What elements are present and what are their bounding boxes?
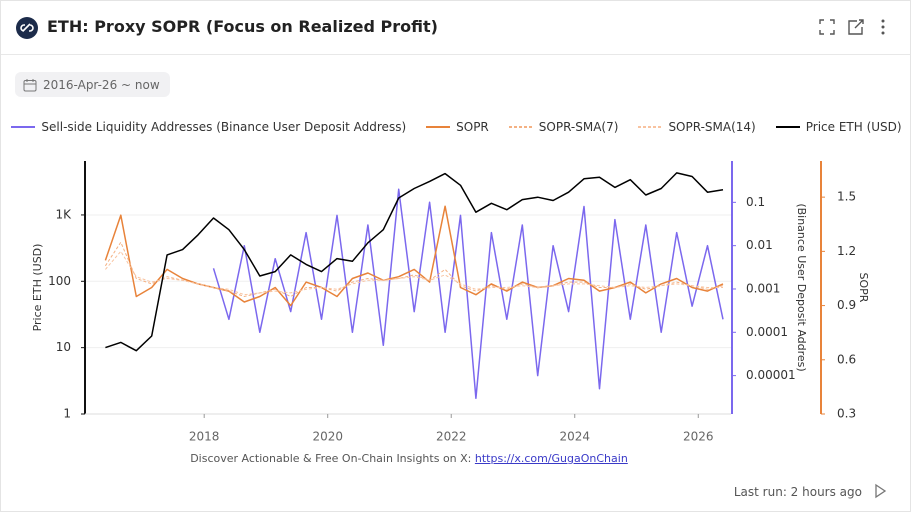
legend-item[interactable]: SOPR <box>426 120 489 134</box>
y3-tick-label: 1.2 <box>837 244 856 258</box>
footer-link[interactable]: https://x.com/GugaOnChain <box>474 452 628 465</box>
run-button[interactable] <box>872 483 888 499</box>
x-tick-label: 2020 <box>312 430 343 444</box>
y3-tick-label: 0.9 <box>837 298 856 312</box>
date-filter[interactable]: 2016-Apr-26 ~ now <box>15 72 170 97</box>
y-tick-label: 10 <box>56 340 71 354</box>
calendar-icon <box>23 78 37 91</box>
footer-note: Discover Actionable & Free On-Chain Insi… <box>190 452 472 465</box>
y3-tick-label: 0.6 <box>837 352 856 366</box>
title: ETH: Proxy SOPR (Focus on Realized Profi… <box>47 17 438 36</box>
legend-item[interactable]: SOPR-SMA(14) <box>638 120 756 134</box>
header: ETH: Proxy SOPR (Focus on Realized Profi… <box>1 1 910 55</box>
date-range: 2016-Apr-26 ~ now <box>43 77 160 92</box>
legend-swatch <box>11 126 36 128</box>
legend-swatch <box>426 126 451 128</box>
open-button[interactable] <box>848 19 864 35</box>
series-line <box>105 172 724 352</box>
y2-tick-label: 0.0001 <box>746 325 788 339</box>
legend-item[interactable]: Price ETH (USD) <box>775 120 902 134</box>
x-tick-label: 2026 <box>683 430 714 444</box>
legend-swatch <box>508 126 533 128</box>
y-axis-title: Price ETH (USD) <box>31 244 44 332</box>
y3-axis-title: SOPR <box>857 273 870 303</box>
chart: 1 10 100 1K Price ETH (USD) 0.1 0.01 0.001 0.000… <box>31 161 870 444</box>
legend-swatch <box>638 126 663 128</box>
legend-item[interactable]: SOPR-SMA(7) <box>508 120 619 134</box>
series-line <box>104 241 724 297</box>
header-actions <box>819 19 885 35</box>
menu-button[interactable] <box>881 19 885 35</box>
legend: Sell-side Liquidity Addresses (Binance U… <box>1 120 911 134</box>
expand-button[interactable] <box>819 19 835 35</box>
y2-axis-title: (Binance User Deposit Addres) <box>795 203 808 371</box>
logo <box>16 17 38 39</box>
last-run: Last run: 2 hours ago <box>733 485 862 499</box>
series-line <box>212 188 724 400</box>
legend-label: SOPR <box>456 120 489 134</box>
x-tick-label: 2024 <box>559 430 590 444</box>
legend-label: Price ETH (USD) <box>805 120 902 134</box>
legend-label: SOPR-SMA(14) <box>668 120 756 134</box>
x-tick-label: 2018 <box>189 430 220 444</box>
legend-item[interactable]: Sell-side Liquidity Addresses (Binance U… <box>11 120 406 134</box>
legend-label: Sell-side Liquidity Addresses (Binance U… <box>41 120 407 134</box>
y2-tick-label: 0.00001 <box>746 368 796 382</box>
legend-label: SOPR-SMA(7) <box>538 120 619 134</box>
x-tick-label: 2022 <box>436 430 467 444</box>
legend-swatch <box>775 126 800 128</box>
series-line <box>105 250 723 296</box>
y2-tick-label: 0.001 <box>746 281 780 295</box>
y3-tick-label: 1.5 <box>837 190 856 204</box>
y2-tick-label: 0.01 <box>746 238 773 252</box>
y3-tick-label: 0.3 <box>837 407 856 421</box>
footer: Discover Actionable & Free On-Chain Insi… <box>1 452 817 465</box>
y2-tick-label: 0.1 <box>746 195 765 209</box>
series-line <box>104 205 724 307</box>
y-tick-label: 1K <box>55 207 72 221</box>
y-tick-label: 100 <box>48 274 71 288</box>
y-tick-label: 1 <box>63 407 71 421</box>
